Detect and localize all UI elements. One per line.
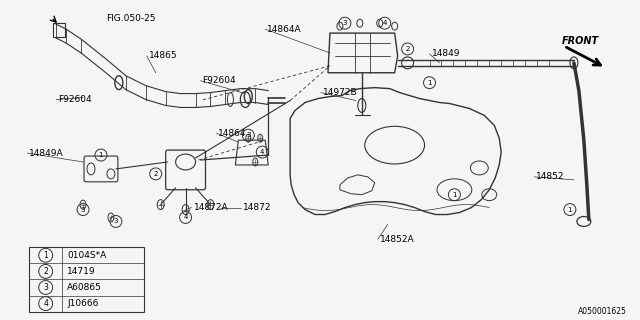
Text: 14865: 14865 [148, 52, 177, 60]
Text: 14852A: 14852A [380, 235, 414, 244]
Text: 14872: 14872 [243, 203, 272, 212]
Text: FRONT: FRONT [562, 36, 599, 46]
Text: J10666: J10666 [67, 299, 99, 308]
Text: 1: 1 [428, 80, 432, 86]
Text: 4: 4 [44, 299, 48, 308]
Text: A60865: A60865 [67, 283, 102, 292]
Text: 3: 3 [342, 20, 347, 26]
Text: 1: 1 [44, 251, 48, 260]
Text: 14972B: 14972B [323, 88, 358, 97]
Text: A050001625: A050001625 [578, 307, 627, 316]
Text: 2: 2 [405, 46, 410, 52]
Text: 4: 4 [184, 214, 188, 220]
Bar [29, 247, 144, 312]
Text: 1: 1 [452, 192, 457, 198]
Text: 14849A: 14849A [29, 148, 64, 157]
Text: 14864A: 14864A [268, 25, 302, 34]
Text: 1: 1 [568, 207, 572, 212]
Text: 14864: 14864 [218, 129, 247, 138]
Text: 14852: 14852 [536, 172, 564, 181]
Text: F92604: F92604 [202, 76, 236, 85]
Text: 3: 3 [44, 283, 48, 292]
Text: FIG.050-25: FIG.050-25 [106, 14, 156, 23]
Text: 2: 2 [44, 267, 48, 276]
Text: 4: 4 [383, 20, 387, 26]
Text: 3: 3 [246, 132, 251, 138]
Text: 4: 4 [260, 149, 264, 155]
Text: 3: 3 [114, 219, 118, 224]
Text: 14849: 14849 [431, 49, 460, 59]
Text: F92604: F92604 [58, 95, 92, 104]
Text: 0104S*A: 0104S*A [67, 251, 106, 260]
Text: 2: 2 [154, 171, 158, 177]
Text: 14872A: 14872A [193, 203, 228, 212]
Text: 14719: 14719 [67, 267, 96, 276]
Text: 3: 3 [81, 207, 85, 212]
Bar [53, 23, 65, 37]
Text: 1: 1 [99, 152, 103, 158]
